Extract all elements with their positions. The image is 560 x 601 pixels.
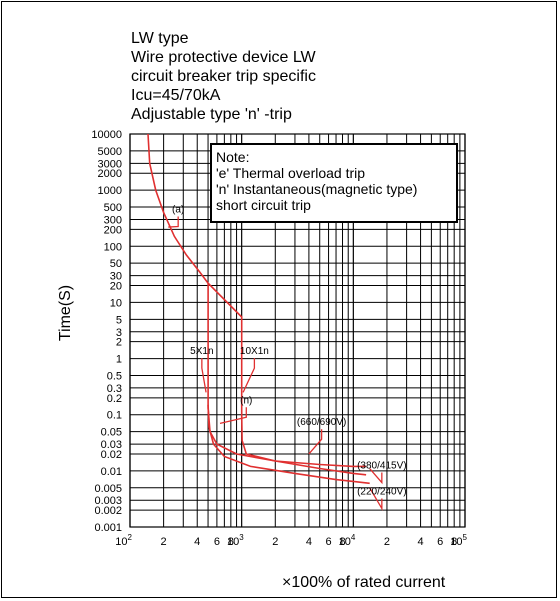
annotation-leader <box>369 487 383 511</box>
trip-curve <box>147 133 367 468</box>
annotation-label: (380/415V) <box>357 461 406 472</box>
y-tick-label: 0.002 <box>94 505 122 517</box>
annotation-leader <box>201 358 207 393</box>
annotation-label: (660/690V) <box>297 417 346 428</box>
y-tick-label: 10000 <box>91 129 122 141</box>
annotation-label: (a) <box>172 204 184 215</box>
y-tick-label: 0.1 <box>107 410 122 422</box>
x-tick-label: 2 <box>272 536 278 548</box>
x-tick-label: 4 <box>418 536 424 548</box>
note-line-3: short circuit trip <box>216 197 311 213</box>
x-tick-label: 8 <box>228 536 234 548</box>
y-tick-label: 100 <box>104 241 122 253</box>
annotation-leader <box>219 407 247 425</box>
y-tick-label: 5 <box>116 314 122 326</box>
annotation-label: (n) <box>240 395 252 406</box>
note-heading: Note: <box>216 149 250 165</box>
y-tick-label: 0.5 <box>107 370 122 382</box>
y-tick-label: 30 <box>110 271 122 283</box>
annotation-label: (220/240V) <box>357 486 406 497</box>
note-line-1: 'e' Thermal overload trip <box>216 165 366 181</box>
x-tick-label: 103 <box>227 533 244 548</box>
x-tick-label: 105 <box>450 533 467 548</box>
x-tick-label: 6 <box>325 536 331 548</box>
y-tick-label: 500 <box>104 202 122 214</box>
y-tick-label: 0.01 <box>101 466 122 478</box>
x-tick-label: 104 <box>339 533 356 548</box>
y-tick-label: 0.05 <box>101 427 122 439</box>
y-tick-label: 3000 <box>98 158 122 170</box>
title-line-1: LW type <box>131 30 189 47</box>
y-tick-label: 300 <box>104 214 122 226</box>
y-tick-label: 20 <box>110 281 122 293</box>
y-tick-label: 0.02 <box>101 449 122 461</box>
annotation-leader <box>168 216 179 228</box>
annotation-leader <box>308 429 323 455</box>
x-tick-label: 6 <box>214 536 220 548</box>
y-tick-label: 3 <box>116 327 122 339</box>
x-tick-label: 102 <box>115 533 132 548</box>
x-tick-label: 4 <box>194 536 200 548</box>
note-line-2: 'n' Instantaneous(magnetic type) <box>216 181 418 197</box>
y-tick-label: 10 <box>110 297 122 309</box>
y-tick-label: 0.2 <box>107 393 122 405</box>
title-line-5: Adjustable type 'n' -trip <box>131 106 292 123</box>
y-tick-label: 0.003 <box>94 495 122 507</box>
trip-curve <box>207 404 370 485</box>
title-line-2: Wire protective device LW <box>131 49 316 66</box>
x-tick-label: 4 <box>306 536 312 548</box>
annotation-label: 5X1n <box>190 346 213 357</box>
y-tick-label: 0.001 <box>94 522 122 534</box>
title-line-3: circuit breaker trip specific <box>131 68 316 85</box>
title-line-4: Icu=45/70kA <box>131 87 221 104</box>
x-tick-label: 2 <box>384 536 390 548</box>
x-tick-label: 2 <box>161 536 167 548</box>
y-tick-label: 0.03 <box>101 439 122 451</box>
x-tick-label: 8 <box>451 536 457 548</box>
annotation-leader <box>242 358 256 393</box>
y-tick-label: 1000 <box>98 185 122 197</box>
y-tick-label: 50 <box>110 258 122 270</box>
y-tick-label: 0.005 <box>94 483 122 495</box>
x-axis-label: ×100% of rated current <box>282 574 446 591</box>
y-tick-label: 200 <box>104 224 122 236</box>
annotation-leader <box>369 468 383 485</box>
plot-area-border <box>129 133 466 528</box>
y-tick-label: 5000 <box>98 146 122 158</box>
x-tick-label: 6 <box>437 536 443 548</box>
annotation-label: 10X1n <box>240 346 269 357</box>
y-tick-label: 0.3 <box>107 383 122 395</box>
x-tick-label: 8 <box>339 536 345 548</box>
y-tick-label: 1 <box>116 354 122 366</box>
y-tick-label: 2000 <box>98 168 122 180</box>
y-axis-label: Time(S) <box>57 284 74 342</box>
note-box: Note: 'e' Thermal overload trip 'n' Inst… <box>210 143 458 223</box>
y-tick-label: 2 <box>116 337 122 349</box>
